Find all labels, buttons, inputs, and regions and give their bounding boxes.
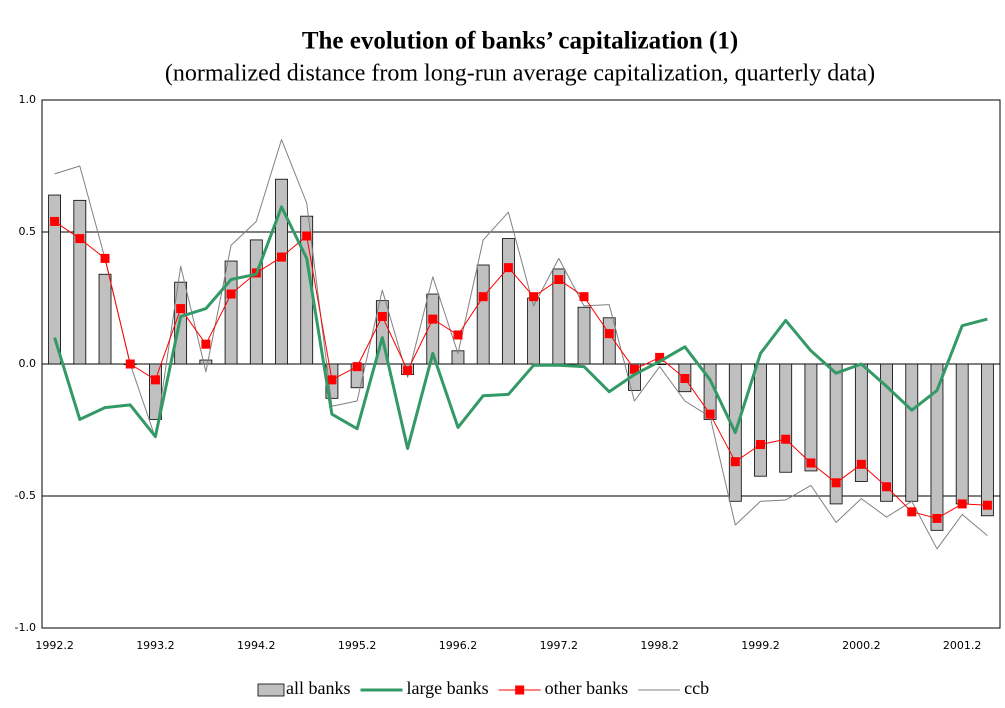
x-tick-label: 1999.2 [741, 639, 780, 652]
bar [880, 363, 893, 502]
point-marker [277, 252, 286, 262]
point-marker [604, 329, 614, 339]
point-marker [50, 216, 60, 226]
point-marker [226, 289, 236, 299]
bar [980, 363, 994, 517]
point-marker [756, 440, 765, 450]
bar [602, 317, 616, 365]
bar [249, 239, 263, 365]
point-marker [982, 500, 992, 510]
point-marker [327, 375, 337, 385]
x-tick-label: 1996.2 [439, 639, 478, 652]
series-line [54, 139, 988, 550]
point-marker [730, 457, 740, 467]
x-tick-label: 1994.2 [237, 639, 276, 652]
point-marker [176, 304, 186, 314]
bar [73, 199, 87, 365]
point-marker [856, 459, 866, 469]
bar [501, 238, 515, 365]
point-marker [831, 478, 841, 488]
point-marker [629, 364, 639, 374]
point-marker [453, 330, 463, 340]
bar [476, 264, 490, 365]
point-marker [907, 507, 917, 517]
legend-label: all banks [286, 678, 351, 698]
bar [754, 363, 767, 477]
point-marker [705, 409, 715, 419]
y-tick-label: 0.5 [19, 225, 37, 238]
point-marker [100, 253, 110, 263]
bar [199, 359, 213, 365]
x-tick-label: 1995.2 [338, 639, 377, 652]
point-marker [554, 275, 564, 285]
series-line [53, 205, 988, 450]
legend-label: other banks [545, 678, 628, 698]
point-marker [932, 513, 942, 523]
bar [224, 260, 238, 365]
bar [905, 363, 919, 502]
bar [98, 273, 112, 365]
bar [577, 306, 591, 365]
point-marker [680, 374, 690, 384]
bar [804, 363, 818, 472]
bar [829, 363, 843, 505]
point-marker [201, 339, 211, 349]
point-marker [125, 359, 135, 369]
x-tick-label: 1998.2 [640, 639, 679, 652]
chart-title: The evolution of banks’ capitalization (… [302, 28, 738, 55]
point-marker [957, 499, 967, 509]
point-marker [503, 263, 513, 273]
y-tick-label: -0.5 [15, 489, 36, 502]
x-tick-label: 2000.2 [842, 639, 881, 652]
point-marker [377, 311, 387, 321]
point-marker [352, 362, 362, 372]
x-tick-label: 1992.2 [35, 639, 74, 652]
legend-label: ccb [684, 678, 709, 698]
point-marker [403, 366, 413, 376]
bar [48, 194, 62, 365]
point-marker [529, 292, 539, 302]
point-marker [150, 375, 160, 385]
legend-swatch [515, 685, 525, 695]
x-tick-label: 1993.2 [136, 639, 175, 652]
point-marker [478, 292, 488, 302]
point-marker [579, 292, 589, 302]
bar [451, 350, 465, 365]
bar [527, 297, 541, 365]
point-marker [75, 234, 85, 244]
point-marker [302, 231, 312, 241]
point-marker [428, 314, 438, 324]
chart-subtitle: (normalized distance from long-run avera… [165, 61, 875, 87]
y-tick-label: 1.0 [19, 93, 37, 106]
legend-swatch [257, 683, 285, 697]
legend-label: large banks [407, 678, 489, 698]
bar [955, 363, 969, 505]
bar [930, 363, 944, 531]
point-marker [806, 458, 816, 468]
point-marker [882, 482, 892, 492]
point-marker [781, 434, 791, 444]
bar [426, 293, 440, 365]
y-tick-label: -1.0 [15, 621, 36, 634]
point-marker [655, 352, 665, 362]
y-tick-label: 0.0 [19, 357, 37, 370]
x-tick-label: 2001.2 [943, 639, 982, 652]
bar [779, 363, 793, 473]
bar [275, 178, 288, 365]
x-tick-label: 1997.2 [540, 639, 579, 652]
